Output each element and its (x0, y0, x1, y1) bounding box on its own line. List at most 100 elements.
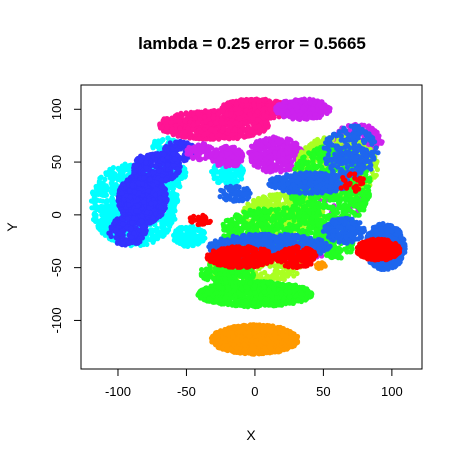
data-point (168, 192, 174, 198)
data-point (105, 216, 111, 222)
data-point (165, 135, 171, 141)
data-point (252, 130, 258, 136)
data-point (307, 114, 313, 120)
data-point (108, 224, 114, 230)
data-point (307, 100, 313, 106)
data-point (98, 174, 104, 180)
data-point (131, 169, 137, 175)
data-point (149, 219, 155, 225)
data-point (324, 110, 330, 116)
data-point (169, 126, 175, 132)
data-point (149, 233, 155, 239)
data-point (262, 139, 269, 145)
data-point (117, 167, 123, 173)
data-point (127, 194, 133, 200)
data-point (270, 112, 276, 118)
data-point (152, 192, 158, 198)
data-point (172, 230, 179, 236)
data-point (214, 175, 220, 181)
data-point (258, 142, 264, 148)
data-point (195, 111, 201, 117)
data-point (115, 239, 121, 245)
data-point (177, 184, 183, 190)
data-point (172, 156, 178, 162)
data-point (140, 224, 146, 230)
data-point (185, 125, 191, 131)
data-point (237, 133, 243, 139)
data-point (268, 164, 274, 170)
data-point (139, 213, 145, 219)
data-point (228, 111, 234, 118)
data-point (108, 233, 114, 240)
data-point (212, 120, 219, 126)
data-point (93, 212, 99, 218)
data-point (254, 139, 260, 145)
data-point (200, 237, 206, 243)
data-point (302, 113, 308, 119)
data-point (113, 227, 119, 233)
data-point (141, 175, 147, 181)
data-point (194, 234, 200, 240)
data-point (140, 170, 146, 176)
data-point (280, 156, 286, 162)
data-point (263, 113, 269, 119)
data-point (229, 132, 235, 138)
data-point (172, 114, 178, 120)
data-point (189, 242, 196, 249)
data-point (173, 238, 180, 244)
data-point (152, 143, 158, 149)
data-point (192, 115, 198, 121)
data-point (312, 114, 318, 121)
data-point (126, 240, 132, 246)
data-point (101, 228, 107, 234)
data-point (196, 136, 202, 142)
data-point (182, 170, 188, 176)
data-point (107, 175, 113, 181)
data-point (152, 186, 159, 192)
data-point (103, 192, 109, 198)
data-point (278, 167, 284, 173)
data-point (129, 220, 135, 226)
data-point (171, 196, 177, 202)
data-point (161, 151, 167, 158)
data-point (156, 167, 162, 174)
data-point (117, 231, 123, 237)
data-point (281, 99, 288, 105)
data-point (155, 236, 161, 242)
data-point (250, 115, 256, 121)
data-point (251, 143, 257, 150)
data-point (171, 130, 178, 136)
data-point (211, 108, 217, 114)
data-point (232, 106, 239, 112)
data-point (169, 213, 175, 220)
data-point (257, 147, 263, 153)
chart-title: lambda = 0.25 error = 0.5665 (138, 34, 366, 53)
data-point (321, 102, 327, 108)
data-point (234, 178, 241, 184)
data-point (201, 131, 207, 138)
data-point (108, 197, 114, 204)
data-point (270, 141, 276, 147)
data-point (178, 141, 184, 147)
data-point (128, 225, 134, 232)
data-point (135, 180, 141, 186)
data-point (138, 158, 144, 164)
data-point (188, 233, 194, 239)
data-point (209, 168, 215, 174)
data-point (125, 164, 131, 170)
data-point (144, 236, 150, 242)
data-point (165, 162, 171, 168)
data-point (92, 193, 98, 199)
data-point (193, 129, 199, 135)
data-point (220, 120, 226, 126)
data-point (209, 133, 215, 139)
data-point (216, 179, 222, 186)
data-point (173, 172, 179, 178)
data-point (208, 121, 214, 127)
data-point (91, 205, 97, 211)
data-point (152, 157, 158, 163)
data-point (276, 139, 282, 146)
data-point (247, 129, 254, 135)
data-point (256, 103, 262, 109)
data-point (131, 189, 138, 195)
